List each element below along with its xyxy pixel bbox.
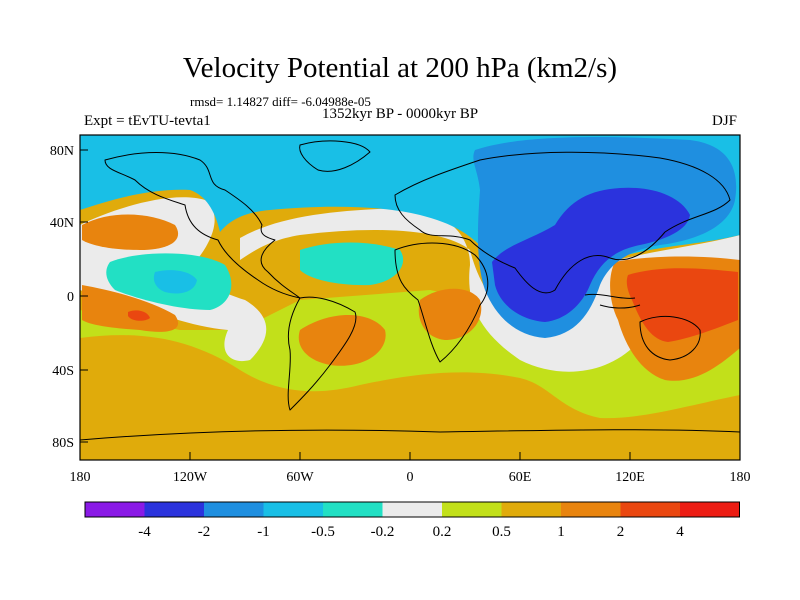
x-tick-label: 60E bbox=[509, 470, 532, 485]
colorbar-box bbox=[621, 502, 681, 517]
y-tick-label: 40N bbox=[50, 216, 74, 231]
colorbar-label: 4 bbox=[676, 524, 684, 540]
x-tick-label: 0 bbox=[407, 470, 414, 485]
colorbar-label: -2 bbox=[198, 524, 211, 540]
colorbar-label: 0.5 bbox=[492, 524, 511, 540]
chart-title: Velocity Potential at 200 hPa (km2/s) bbox=[0, 52, 800, 85]
x-tick-label: 180 bbox=[730, 470, 751, 485]
colorbar-box bbox=[145, 502, 205, 517]
colorbar-box bbox=[85, 502, 145, 517]
period-label: 1352kyr BP - 0000kyr BP bbox=[322, 106, 478, 123]
y-tick-label: 80S bbox=[52, 436, 74, 451]
colorbar-box bbox=[680, 502, 740, 517]
y-tick-label: 80N bbox=[50, 144, 74, 159]
colorbar-label: -4 bbox=[138, 524, 151, 540]
colorbar-box bbox=[442, 502, 502, 517]
colorbar-box bbox=[502, 502, 562, 517]
x-tick-label: 120E bbox=[615, 470, 645, 485]
x-tick-label: 120W bbox=[173, 470, 208, 485]
y-tick-label: 0 bbox=[67, 290, 74, 305]
x-tick-label: 180 bbox=[70, 470, 91, 485]
colorbar-box bbox=[561, 502, 621, 517]
colorbar-box bbox=[204, 502, 264, 517]
experiment-label: Expt = tEvTU-tevta1 bbox=[84, 113, 211, 130]
colorbar-label: -0.2 bbox=[371, 524, 395, 540]
contour-field bbox=[80, 135, 740, 460]
colorbar-box bbox=[383, 502, 443, 517]
colorbar bbox=[85, 502, 740, 517]
velocity-potential-map: 80N 40N 0 40S 80S 180 120W 60W 0 60E 120… bbox=[0, 0, 800, 600]
colorbar-box bbox=[264, 502, 324, 517]
colorbar-label: -0.5 bbox=[311, 524, 335, 540]
colorbar-label: -1 bbox=[257, 524, 270, 540]
colorbar-label: 2 bbox=[617, 524, 625, 540]
colorbar-label: 1 bbox=[557, 524, 565, 540]
y-tick-label: 40S bbox=[52, 364, 74, 379]
colorbar-label: 0.2 bbox=[433, 524, 452, 540]
season-label: DJF bbox=[712, 113, 737, 130]
colorbar-box bbox=[323, 502, 383, 517]
x-tick-label: 60W bbox=[286, 470, 314, 485]
